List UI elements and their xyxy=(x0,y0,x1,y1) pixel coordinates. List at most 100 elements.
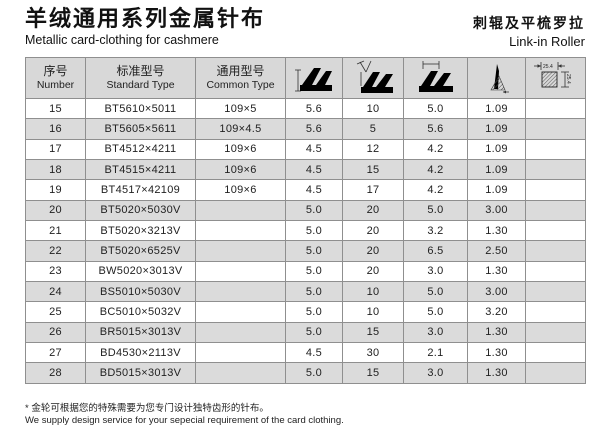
table-row: 18 BT4515×4211 109×6 4.5 15 4.2 1.09 xyxy=(25,159,586,181)
cell-tooth-angle: 15 xyxy=(342,362,404,384)
cell-tooth-height: 4.5 xyxy=(285,179,343,201)
cell-common-type: 109×6 xyxy=(195,138,286,161)
cell-standard-type: BT4517×42109 xyxy=(85,179,196,201)
cell-density xyxy=(525,301,586,323)
cell-standard-type: BC5010×5032V xyxy=(85,301,196,323)
cell-rib-width: 2.50 xyxy=(467,240,526,262)
cell-number: 15 xyxy=(25,97,86,120)
cell-common-type: 109×5 xyxy=(195,97,286,120)
table-row: 28 BD5015×3013V 5.0 15 3.0 1.30 xyxy=(25,362,586,384)
cell-standard-type: BT5610×5011 xyxy=(85,97,196,120)
cell-tooth-height: 5.0 xyxy=(285,281,343,303)
cell-tooth-height: 5.0 xyxy=(285,321,343,344)
cell-tooth-height: 5.6 xyxy=(285,97,343,120)
table-row: 24 BS5010×5030V 5.0 10 5.0 3.00 xyxy=(25,281,586,303)
cell-tooth-height: 5.0 xyxy=(285,260,343,283)
cell-density xyxy=(525,97,586,120)
cell-rib-width: 1.30 xyxy=(467,342,526,364)
cell-standard-type: BT5020×5030V xyxy=(85,199,196,222)
cell-density xyxy=(525,240,586,262)
table-row: 22 BT5020×6525V 5.0 20 6.5 2.50 xyxy=(25,240,586,262)
cell-tooth-angle: 10 xyxy=(342,281,404,303)
cell-number: 18 xyxy=(25,159,86,181)
cell-density xyxy=(525,138,586,161)
cell-tooth-pitch: 5.0 xyxy=(403,281,468,303)
density-icon: 25.4 25.4 xyxy=(533,62,571,88)
cell-tooth-pitch: 2.1 xyxy=(403,342,468,364)
cell-tooth-height: 5.0 xyxy=(285,240,343,262)
col-header-number: 序号 Number xyxy=(25,57,86,99)
cell-tooth-angle: 15 xyxy=(342,159,404,181)
cell-density xyxy=(525,281,586,303)
cell-number: 28 xyxy=(25,362,86,384)
cell-standard-type: BT5605×5611 xyxy=(85,118,196,140)
cell-number: 22 xyxy=(25,240,86,262)
rib-width-icon xyxy=(489,64,509,94)
cell-tooth-pitch: 3.0 xyxy=(403,260,468,283)
page-subtitle-en: Link-in Roller xyxy=(509,34,585,49)
cell-tooth-angle: 20 xyxy=(342,220,404,242)
cell-standard-type: BT5020×3213V xyxy=(85,220,196,242)
header-row: 序号 Number 标准型号 Standard Type 通用型号 Common… xyxy=(25,57,586,99)
cell-standard-type: BT4512×4211 xyxy=(85,138,196,161)
cell-tooth-angle: 20 xyxy=(342,199,404,222)
col-header-common-type: 通用型号 Common Type xyxy=(195,57,286,99)
cell-tooth-height: 5.0 xyxy=(285,220,343,242)
page-title-en: Metallic card-clothing for cashmere xyxy=(25,33,219,48)
table-row: 26 BR5015×3013V 5.0 15 3.0 1.30 xyxy=(25,321,586,344)
tooth-pitch-icon xyxy=(418,61,453,92)
cell-density xyxy=(525,179,586,201)
cell-number: 16 xyxy=(25,118,86,140)
cell-tooth-angle: 10 xyxy=(342,301,404,323)
title-block: 羊绒通用系列金属针布 Metallic card-clothing for ca… xyxy=(25,6,265,48)
table-row: 16 BT5605×5611 109×4.5 5.6 5 5.6 1.09 xyxy=(25,118,586,140)
cell-tooth-pitch: 4.2 xyxy=(403,179,468,201)
cell-tooth-angle: 20 xyxy=(342,260,404,283)
cell-number: 27 xyxy=(25,342,86,364)
cell-common-type xyxy=(195,281,286,303)
cell-common-type xyxy=(195,199,286,222)
col-header-rib-width xyxy=(467,57,526,99)
cell-number: 23 xyxy=(25,260,86,283)
cell-rib-width: 3.00 xyxy=(467,281,526,303)
cell-number: 21 xyxy=(25,220,86,242)
col-header-tooth-pitch xyxy=(403,57,468,99)
col-header-density: 25.4 25.4 xyxy=(525,57,586,99)
col-header-number-cn: 序号 xyxy=(43,64,68,79)
cell-density xyxy=(525,220,586,242)
cell-standard-type: BW5020×3013V xyxy=(85,260,196,283)
cell-tooth-pitch: 3.2 xyxy=(403,220,468,242)
table-row: 23 BW5020×3013V 5.0 20 3.0 1.30 xyxy=(25,260,586,283)
cell-tooth-pitch: 5.0 xyxy=(403,97,468,120)
cell-standard-type: BR5015×3013V xyxy=(85,321,196,344)
footer-note-en: We supply design service for your sepeci… xyxy=(25,414,344,426)
table-row: 15 BT5610×5011 109×5 5.6 10 5.0 1.09 xyxy=(25,97,586,120)
col-header-tooth-angle xyxy=(342,57,404,99)
page-subtitle-cn: 刺辊及平梳罗拉 xyxy=(473,15,585,31)
cell-tooth-pitch: 3.0 xyxy=(403,321,468,344)
cell-tooth-angle: 30 xyxy=(342,342,404,364)
cell-standard-type: BS5010×5030V xyxy=(85,281,196,303)
col-header-standard-type-en: Standard Type xyxy=(106,79,175,92)
cell-standard-type: BT5020×6525V xyxy=(85,240,196,262)
cell-tooth-height: 5.0 xyxy=(285,301,343,323)
table-row: 17 BT4512×4211 109×6 4.5 12 4.2 1.09 xyxy=(25,138,586,161)
col-header-standard-type: 标准型号 Standard Type xyxy=(85,57,196,99)
cell-number: 25 xyxy=(25,301,86,323)
cell-tooth-angle: 20 xyxy=(342,240,404,262)
subtitle-block: 刺辊及平梳罗拉 Link-in Roller xyxy=(473,7,585,49)
cell-rib-width: 1.09 xyxy=(467,179,526,201)
cell-tooth-pitch: 6.5 xyxy=(403,240,468,262)
cell-tooth-height: 5.0 xyxy=(285,362,343,384)
tooth-height-icon xyxy=(295,68,332,92)
cell-number: 24 xyxy=(25,281,86,303)
cell-density xyxy=(525,118,586,140)
cell-number: 20 xyxy=(25,199,86,222)
cell-standard-type: BD5015×3013V xyxy=(85,362,196,384)
cell-common-type: 109×6 xyxy=(195,179,286,201)
col-header-tooth-height xyxy=(285,57,343,99)
cell-density xyxy=(525,260,586,283)
cell-common-type xyxy=(195,220,286,242)
cell-standard-type: BD4530×2113V xyxy=(85,342,196,364)
table-row: 25 BC5010×5032V 5.0 10 5.0 3.20 xyxy=(25,301,586,323)
